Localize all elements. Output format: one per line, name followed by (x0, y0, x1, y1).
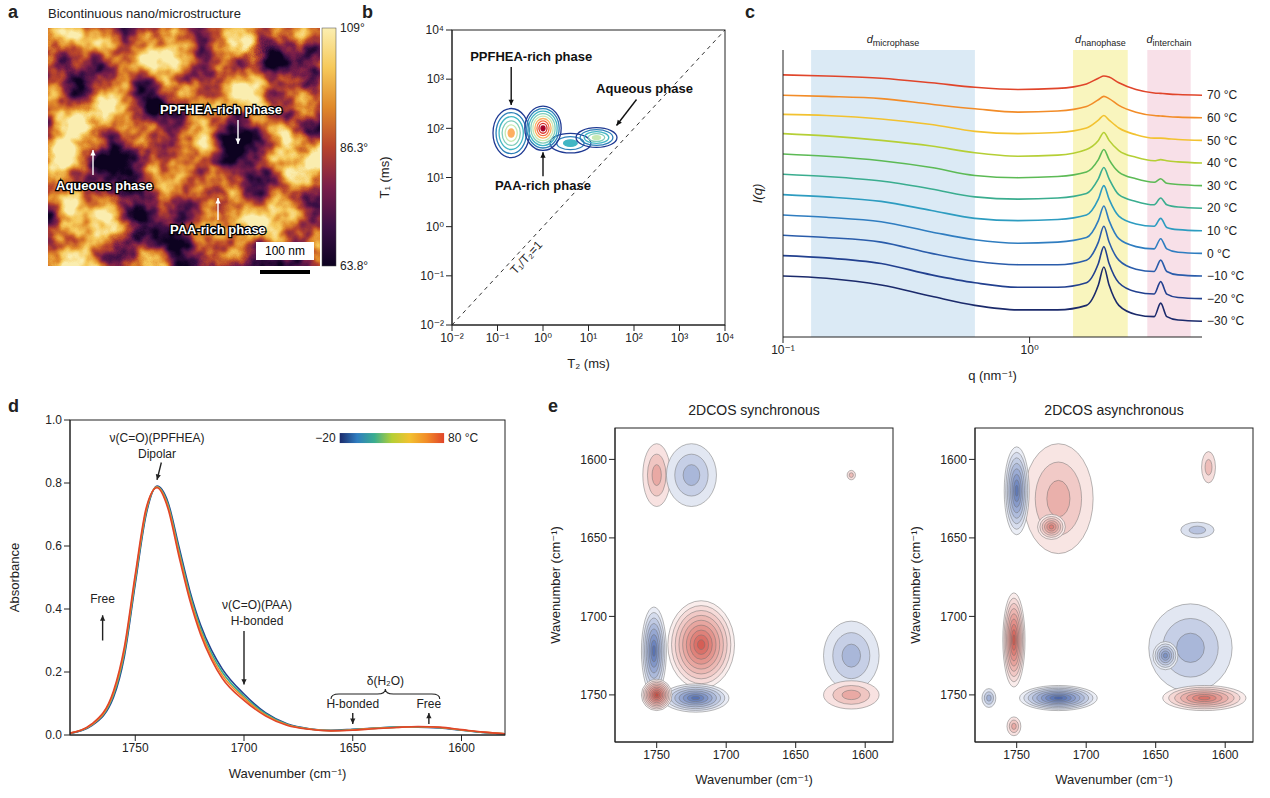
svg-text:PPFHEA-rich phase: PPFHEA-rich phase (160, 102, 282, 117)
svg-text:10⁰: 10⁰ (426, 220, 444, 234)
svg-text:30 °C: 30 °C (1207, 179, 1237, 193)
svg-text:40 °C: 40 °C (1207, 156, 1237, 170)
svg-text:T₁ (ms): T₁ (ms) (377, 157, 392, 199)
svg-text:10⁻¹: 10⁻¹ (420, 269, 444, 283)
svg-text:1750: 1750 (1003, 748, 1030, 762)
svg-text:0 °C: 0 °C (1207, 247, 1231, 261)
svg-text:60 °C: 60 °C (1207, 111, 1237, 125)
svg-text:T₁/T₂=1: T₁/T₂=1 (507, 238, 545, 277)
svg-text:ν(C=O)(PAA): ν(C=O)(PAA) (222, 598, 292, 612)
svg-text:1650: 1650 (782, 748, 809, 762)
svg-text:80 °C: 80 °C (448, 431, 478, 445)
svg-text:0.6: 0.6 (45, 539, 62, 553)
svg-text:1700: 1700 (580, 610, 607, 624)
svg-text:109°: 109° (340, 21, 365, 35)
svg-text:H-bonded: H-bonded (231, 614, 284, 628)
svg-text:1700: 1700 (1073, 748, 1100, 762)
svg-text:50 °C: 50 °C (1207, 134, 1237, 148)
svg-text:1600: 1600 (1212, 748, 1239, 762)
svg-text:Aqueous phase: Aqueous phase (596, 81, 693, 96)
svg-text:1600: 1600 (852, 748, 879, 762)
svg-text:0.2: 0.2 (45, 665, 62, 679)
svg-text:Wavenumber (cm⁻¹): Wavenumber (cm⁻¹) (548, 526, 563, 644)
svg-text:Wavenumber (cm⁻¹): Wavenumber (cm⁻¹) (1055, 772, 1173, 787)
svg-text:−10 °C: −10 °C (1207, 269, 1244, 283)
svg-text:dnanophase: dnanophase (1075, 33, 1126, 48)
svg-text:T₂ (ms): T₂ (ms) (567, 356, 610, 371)
html-text:d: d (8, 396, 19, 416)
svg-text:dmicrophase: dmicrophase (867, 33, 920, 48)
svg-text:10⁻²: 10⁻² (440, 331, 464, 345)
svg-text:10⁴: 10⁴ (425, 23, 444, 37)
svg-text:1700: 1700 (940, 610, 967, 624)
svg-text:Wavenumber (cm⁻¹): Wavenumber (cm⁻¹) (908, 526, 923, 644)
svg-text:0.4: 0.4 (45, 602, 62, 616)
svg-text:δ(H₂O): δ(H₂O) (367, 674, 404, 688)
svg-text:10⁰: 10⁰ (534, 331, 552, 345)
svg-text:Wavenumber (cm⁻¹): Wavenumber (cm⁻¹) (229, 766, 347, 781)
svg-text:10³: 10³ (427, 72, 444, 86)
svg-text:10³: 10³ (671, 331, 688, 345)
html-text:a: a (8, 2, 18, 22)
svg-text:1600: 1600 (448, 741, 475, 755)
svg-text:−30 °C: −30 °C (1207, 314, 1244, 328)
svg-text:Aqueous phase: Aqueous phase (56, 178, 153, 193)
svg-text:10⁰: 10⁰ (1021, 343, 1039, 357)
svg-text:10⁻²: 10⁻² (420, 318, 444, 332)
svg-text:100 nm: 100 nm (265, 244, 305, 258)
svg-text:I(q): I(q) (750, 184, 765, 204)
svg-text:1650: 1650 (339, 741, 366, 755)
svg-text:0.8: 0.8 (45, 476, 62, 490)
svg-text:1750: 1750 (643, 748, 670, 762)
svg-text:q (nm⁻¹): q (nm⁻¹) (968, 368, 1017, 383)
svg-text:86.3°: 86.3° (340, 141, 368, 155)
svg-text:10²: 10² (625, 331, 642, 345)
html-text:c: c (745, 2, 755, 22)
html-text:Bicontinuous nano/microstructu: Bicontinuous nano/microstructure (48, 6, 241, 21)
svg-text:1600: 1600 (580, 453, 607, 467)
svg-text:0.0: 0.0 (45, 728, 62, 742)
svg-text:1650: 1650 (940, 531, 967, 545)
svg-text:1750: 1750 (940, 688, 967, 702)
svg-text:10¹: 10¹ (580, 331, 597, 345)
svg-text:1.0: 1.0 (45, 413, 62, 427)
svg-text:1700: 1700 (231, 741, 258, 755)
svg-text:1750: 1750 (580, 688, 607, 702)
svg-text:1600: 1600 (940, 453, 967, 467)
svg-text:1750: 1750 (122, 741, 149, 755)
svg-text:10⁻¹: 10⁻¹ (771, 343, 795, 357)
svg-text:−20 °C: −20 °C (1207, 292, 1244, 306)
svg-text:63.8°: 63.8° (340, 259, 368, 273)
svg-text:Absorbance: Absorbance (7, 543, 22, 612)
svg-text:Wavenumber (cm⁻¹): Wavenumber (cm⁻¹) (695, 772, 813, 787)
svg-text:PAA-rich phase: PAA-rich phase (495, 178, 591, 193)
svg-text:ν(C=O)(PPFHEA): ν(C=O)(PPFHEA) (109, 431, 204, 445)
svg-text:H-bonded: H-bonded (326, 697, 379, 711)
svg-text:10⁴: 10⁴ (716, 331, 735, 345)
html-text:b: b (362, 2, 373, 22)
svg-text:10²: 10² (427, 122, 444, 136)
svg-text:1700: 1700 (713, 748, 740, 762)
svg-text:Dipolar: Dipolar (138, 447, 176, 461)
svg-text:70 °C: 70 °C (1207, 88, 1237, 102)
svg-text:Free: Free (417, 697, 442, 711)
svg-text:PAA-rich phase: PAA-rich phase (170, 222, 266, 237)
html-text:2DCOS asynchronous: 2DCOS asynchronous (1044, 402, 1184, 418)
svg-text:10¹: 10¹ (427, 171, 444, 185)
svg-text:PPFHEA-rich phase: PPFHEA-rich phase (470, 49, 592, 64)
svg-text:1650: 1650 (1142, 748, 1169, 762)
html-text:e: e (548, 396, 558, 416)
svg-text:1650: 1650 (580, 531, 607, 545)
svg-text:−20: −20 (315, 431, 336, 445)
svg-text:10⁻¹: 10⁻¹ (486, 331, 510, 345)
html-text:2DCOS synchronous: 2DCOS synchronous (688, 402, 820, 418)
svg-text:10 °C: 10 °C (1207, 224, 1237, 238)
svg-text:Free: Free (90, 592, 115, 606)
svg-text:dinterchain: dinterchain (1146, 33, 1191, 48)
svg-text:20 °C: 20 °C (1207, 201, 1237, 215)
